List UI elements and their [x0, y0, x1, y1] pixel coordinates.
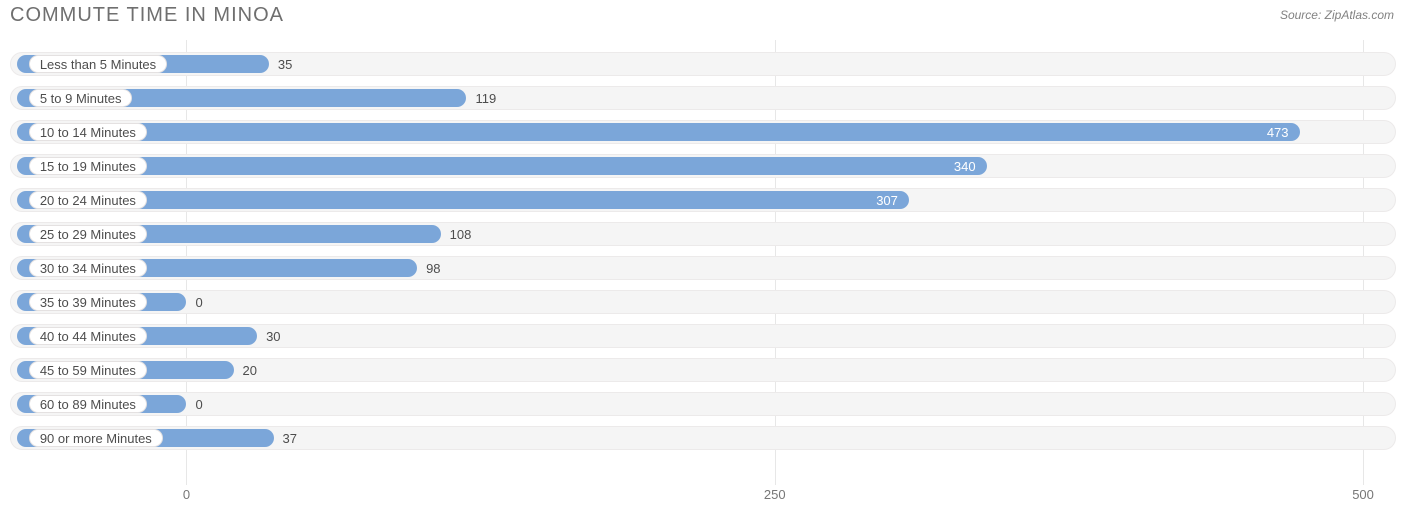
chart-container: Less than 5 Minutes 35 5 to 9 Minutes 119 10…: [10, 40, 1396, 507]
category-label: 15 to 19 Minutes: [40, 159, 136, 174]
x-axis-tick: 250: [764, 487, 786, 502]
category-label: 40 to 44 Minutes: [40, 329, 136, 344]
bar-row: 30 to 34 Minutes 98: [10, 254, 1396, 282]
bar-value-label: 108: [447, 225, 475, 243]
bar-value-label: 307: [873, 191, 901, 209]
bar-value-label: 473: [1264, 123, 1292, 141]
category-label: 35 to 39 Minutes: [40, 295, 136, 310]
x-axis-tick: 500: [1352, 487, 1374, 502]
bar-row: Less than 5 Minutes 35: [10, 50, 1396, 78]
bar-row: 90 or more Minutes 37: [10, 424, 1396, 452]
category-label-pill: 5 to 9 Minutes: [29, 89, 133, 107]
bar-row: 20 to 24 Minutes 307: [10, 186, 1396, 214]
category-label-pill: 25 to 29 Minutes: [29, 225, 147, 243]
category-label-pill: 90 or more Minutes: [29, 429, 163, 447]
category-label: 30 to 34 Minutes: [40, 261, 136, 276]
bar-row: 25 to 29 Minutes 108: [10, 220, 1396, 248]
bar-value-label: 35: [275, 55, 295, 73]
category-label: 10 to 14 Minutes: [40, 125, 136, 140]
chart-source: Source: ZipAtlas.com: [1280, 8, 1394, 22]
x-axis-tick: 0: [183, 487, 190, 502]
bar-value-label: 98: [423, 259, 443, 277]
category-label-pill: Less than 5 Minutes: [29, 55, 167, 73]
bar-row: 35 to 39 Minutes 0: [10, 288, 1396, 316]
bar-row: 15 to 19 Minutes 340: [10, 152, 1396, 180]
category-label-pill: 10 to 14 Minutes: [29, 123, 147, 141]
bar-row: 45 to 59 Minutes 20: [10, 356, 1396, 384]
bar-row: 60 to 89 Minutes 0: [10, 390, 1396, 418]
bar-track: [10, 290, 1396, 314]
category-label: 20 to 24 Minutes: [40, 193, 136, 208]
category-label-pill: 40 to 44 Minutes: [29, 327, 147, 345]
category-label-pill: 15 to 19 Minutes: [29, 157, 147, 175]
category-label: 90 or more Minutes: [40, 431, 152, 446]
bar-row: 40 to 44 Minutes 30: [10, 322, 1396, 350]
category-label: 45 to 59 Minutes: [40, 363, 136, 378]
bar-fill: [17, 123, 1299, 141]
category-label-pill: 60 to 89 Minutes: [29, 395, 147, 413]
category-label-pill: 45 to 59 Minutes: [29, 361, 147, 379]
x-axis: 0 250 500: [10, 487, 1396, 507]
bar-value-label: 30: [263, 327, 283, 345]
category-label-pill: 30 to 34 Minutes: [29, 259, 147, 277]
bar-value-label: 119: [473, 89, 500, 107]
category-label-pill: 20 to 24 Minutes: [29, 191, 147, 209]
category-label: 60 to 89 Minutes: [40, 397, 136, 412]
bar-row: 5 to 9 Minutes 119: [10, 84, 1396, 112]
plot-area: Less than 5 Minutes 35 5 to 9 Minutes 119 10…: [10, 40, 1396, 485]
bar-fill: [17, 157, 986, 175]
chart-title: COMMUTE TIME IN MINOA: [10, 4, 284, 27]
bar-row: 10 to 14 Minutes 473: [10, 118, 1396, 146]
bar-value-label: 0: [192, 293, 205, 311]
category-label: 25 to 29 Minutes: [40, 227, 136, 242]
bar-track: [10, 392, 1396, 416]
bar-value-label: 20: [240, 361, 260, 379]
chart-header: COMMUTE TIME IN MINOA Source: ZipAtlas.c…: [0, 0, 1406, 40]
bar-value-label: 37: [280, 429, 300, 447]
bar-value-label: 340: [951, 157, 979, 175]
bar-fill: [17, 191, 909, 209]
category-label-pill: 35 to 39 Minutes: [29, 293, 147, 311]
category-label: 5 to 9 Minutes: [40, 91, 122, 106]
bar-value-label: 0: [192, 395, 205, 413]
category-label: Less than 5 Minutes: [40, 57, 156, 72]
